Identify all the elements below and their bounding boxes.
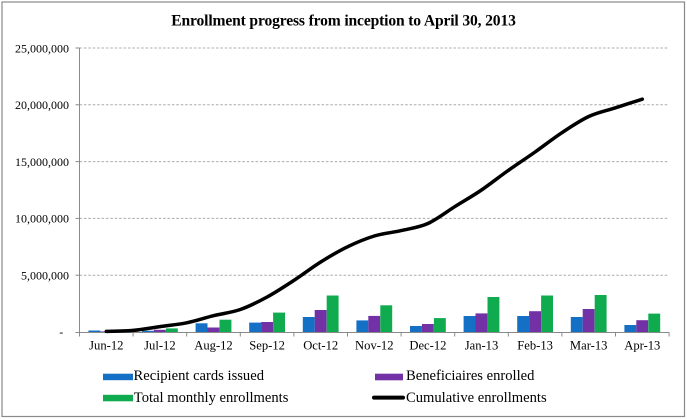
svg-text:25,000,000: 25,000,000 (15, 41, 69, 55)
svg-text:Dec-12: Dec-12 (409, 339, 446, 353)
svg-text:Sep-12: Sep-12 (249, 339, 285, 353)
svg-text:Apr-13: Apr-13 (624, 339, 660, 353)
svg-text:Aug-12: Aug-12 (194, 339, 232, 353)
svg-text:Recipient cards issued: Recipient cards issued (134, 368, 265, 384)
svg-text:Jul-12: Jul-12 (144, 339, 175, 353)
svg-text:15,000,000: 15,000,000 (15, 155, 69, 169)
svg-text:5,000,000: 5,000,000 (21, 269, 69, 283)
svg-text:Nov-12: Nov-12 (355, 339, 393, 353)
svg-text:Enrollment progress from incep: Enrollment progress from inception to Ap… (171, 13, 516, 30)
svg-text:Oct-12: Oct-12 (303, 339, 338, 353)
svg-text:10,000,000: 10,000,000 (15, 212, 69, 226)
svg-text:Feb-13: Feb-13 (517, 339, 553, 353)
svg-text:20,000,000: 20,000,000 (15, 98, 69, 112)
svg-text:Beneficiaires enrolled: Beneficiaires enrolled (406, 368, 535, 384)
svg-text:Mar-13: Mar-13 (570, 339, 608, 353)
svg-text:Cumulative enrollments: Cumulative enrollments (406, 390, 547, 406)
svg-text:Jun-12: Jun-12 (89, 339, 123, 353)
svg-text:Jan-13: Jan-13 (465, 339, 499, 353)
svg-text:Total monthly enrollments: Total monthly enrollments (134, 390, 289, 406)
svg-text:-: - (59, 325, 63, 339)
